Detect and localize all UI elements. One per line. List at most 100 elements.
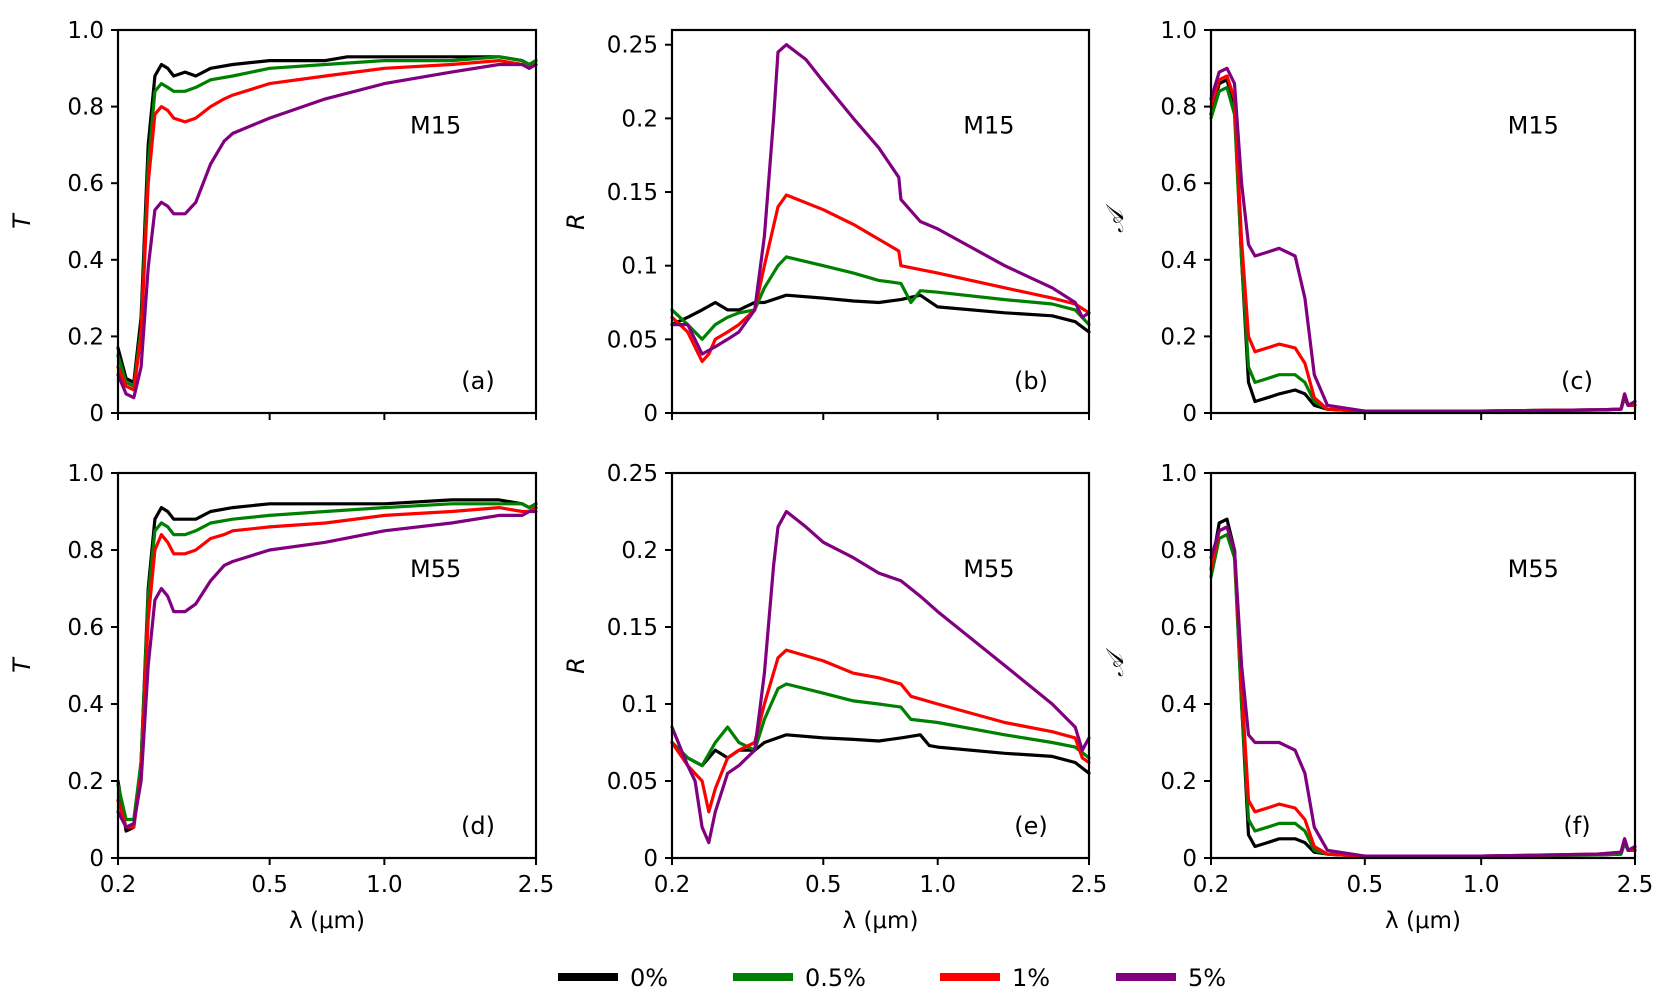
y-tick-label: 0.8 xyxy=(67,538,104,564)
series-group xyxy=(1209,66,1637,413)
series-line-5% xyxy=(116,62,538,400)
y-tick-label: 0 xyxy=(89,401,104,427)
sample-annotation: M15 xyxy=(1508,111,1559,139)
y-tick-label: 0.2 xyxy=(1160,769,1197,795)
series-line-0% xyxy=(670,293,1091,334)
plot-frame xyxy=(116,28,538,415)
series-line-5% xyxy=(670,43,1091,356)
x-tick-label: 0.5 xyxy=(251,872,288,898)
sample-annotation: M55 xyxy=(963,555,1014,583)
x-tick-label: 1.0 xyxy=(1463,872,1500,898)
panel-c: 0 0.2 0.4 0.6 0.8 1.0 𝒜 M15 (c) xyxy=(1101,18,1637,427)
series-line-0% xyxy=(670,733,1091,775)
y-tick-label: 0.4 xyxy=(1160,692,1197,718)
x-tick-label: 2.5 xyxy=(1071,872,1108,898)
x-tick-label: 1.0 xyxy=(366,872,403,898)
panel-f: 00.20.40.60.81.00.2 0.5 1.0 2.5𝒜λ (μm)M55(f… xyxy=(1101,461,1653,934)
y-tick-label: 0.4 xyxy=(1160,248,1197,274)
y-tick-label: 1.0 xyxy=(1160,18,1197,44)
y-tick-label: 0.1 xyxy=(621,692,658,718)
y-tick-label: 1.0 xyxy=(1160,461,1197,487)
legend: 0% 0.5% 1% 5% xyxy=(558,964,1226,992)
y-tick-label: 0.1 xyxy=(621,254,658,280)
series-line-0.5% xyxy=(670,255,1091,341)
panel-tag: (e) xyxy=(1014,812,1048,840)
series-line-1% xyxy=(670,648,1091,814)
y-tick-label: 1.0 xyxy=(67,18,104,44)
panel-tag: (f) xyxy=(1563,812,1590,840)
y-tick-label: 0 xyxy=(1182,846,1197,872)
y-tick-label: 0.2 xyxy=(1160,324,1197,350)
legend-label-1: 0.5% xyxy=(805,964,866,992)
y-tick-label: 0.2 xyxy=(621,106,658,132)
x-tick-label: 0.5 xyxy=(805,872,842,898)
y-tick-label: 0.2 xyxy=(621,538,658,564)
y-tick-label: 0.15 xyxy=(607,615,658,641)
y-tick-label: 0.8 xyxy=(1160,95,1197,121)
y-axis-label: 𝒜 xyxy=(1101,203,1129,233)
panel-tag: (d) xyxy=(461,812,495,840)
plot-frame xyxy=(116,471,538,860)
series-group xyxy=(1209,517,1637,858)
panel-b: 0 0.05 0.1 0.15 0.2 0.25 R M15 (b) xyxy=(562,28,1091,427)
y-tick-label: 0.8 xyxy=(67,95,104,121)
sample-annotation: M55 xyxy=(410,555,461,583)
sample-annotation: M15 xyxy=(410,111,461,139)
y-tick-label: 0.25 xyxy=(607,461,658,487)
series-line-5% xyxy=(670,509,1091,845)
x-tick-label: 1.0 xyxy=(919,872,956,898)
y-tick-label: 0 xyxy=(643,401,658,427)
x-tick-label: 0.2 xyxy=(100,872,137,898)
y-tick-label: 0.15 xyxy=(607,180,658,206)
y-axis-label: R xyxy=(562,657,590,674)
series-line-0% xyxy=(116,55,538,384)
y-tick-label: 0.8 xyxy=(1160,538,1197,564)
legend-label-2: 1% xyxy=(1012,964,1050,992)
panel-tag: (b) xyxy=(1014,367,1048,395)
x-axis-label: λ (μm) xyxy=(289,908,365,934)
legend-label-0: 0% xyxy=(630,964,668,992)
series-group xyxy=(670,43,1091,363)
series-line-1% xyxy=(1209,74,1637,413)
series-line-0% xyxy=(1209,78,1637,413)
y-axis-label: T xyxy=(8,212,36,229)
y-tick-label: 0.6 xyxy=(1160,615,1197,641)
y-tick-label: 0.05 xyxy=(607,769,658,795)
series-group xyxy=(116,55,538,400)
y-tick-label: 0.6 xyxy=(1160,171,1197,197)
x-tick-label: 0.2 xyxy=(1193,872,1230,898)
y-tick-label: 0.6 xyxy=(67,615,104,641)
y-tick-label: 0 xyxy=(89,846,104,872)
y-axis-label: 𝒜 xyxy=(1101,647,1129,677)
y-tick-label: 0 xyxy=(1182,401,1197,427)
series-line-1% xyxy=(116,506,538,829)
y-tick-label: 1.0 xyxy=(67,461,104,487)
y-tick-label: 0.4 xyxy=(67,692,104,718)
plot-frame xyxy=(1209,28,1637,415)
series-line-5% xyxy=(1209,525,1637,858)
series-line-1% xyxy=(1209,525,1637,858)
panel-tag: (a) xyxy=(461,367,494,395)
x-axis-label: λ (μm) xyxy=(1385,908,1461,934)
y-tick-label: 0 xyxy=(643,846,658,872)
plot-frame xyxy=(670,28,1091,415)
series-line-0.5% xyxy=(116,502,538,822)
x-tick-label: 0.2 xyxy=(654,872,691,898)
y-tick-label: 0.6 xyxy=(67,171,104,197)
y-tick-label: 0.25 xyxy=(607,33,658,59)
series-line-5% xyxy=(1209,66,1637,413)
x-axis-label: λ (μm) xyxy=(843,908,919,934)
y-tick-label: 0.05 xyxy=(607,327,658,353)
x-tick-label: 2.5 xyxy=(518,872,555,898)
y-tick-label: 0.2 xyxy=(67,324,104,350)
series-group xyxy=(670,509,1091,845)
sample-annotation: M55 xyxy=(1508,555,1559,583)
y-axis-label: T xyxy=(8,656,36,673)
sample-annotation: M15 xyxy=(963,111,1014,139)
series-line-5% xyxy=(116,509,538,829)
series-line-1% xyxy=(116,58,538,392)
legend-label-3: 5% xyxy=(1188,964,1226,992)
series-line-0.5% xyxy=(1209,532,1637,858)
series-line-0.5% xyxy=(116,55,538,388)
